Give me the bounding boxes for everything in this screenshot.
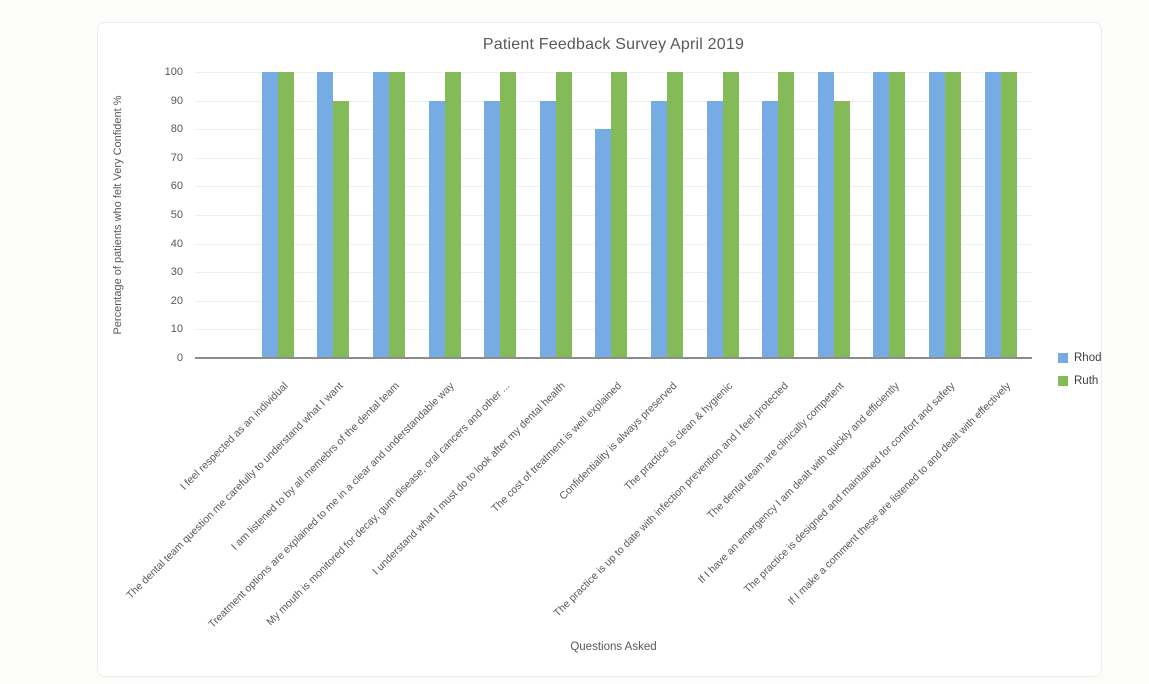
y-axis-title: Percentage of patients who felt Very Con…	[112, 95, 124, 335]
y-tick-label: 20	[170, 295, 183, 307]
bar-rhod-6	[595, 129, 611, 358]
bar-rhod-9	[762, 101, 778, 358]
bar-ruth-2	[389, 72, 405, 358]
bar-rhod-5	[540, 101, 556, 358]
legend-item-rhod: Rhod	[1058, 352, 1102, 364]
bar-rhod-2	[373, 72, 389, 358]
chart-title: Patient Feedback Survey April 2019	[482, 36, 745, 53]
bar-ruth-6	[611, 72, 627, 358]
legend-swatch-icon	[1058, 376, 1068, 386]
bar-rhod-3	[429, 101, 445, 358]
bar-rhod-10	[818, 72, 834, 358]
bar-rhod-0	[262, 72, 278, 358]
legend-label: Rhod	[1074, 352, 1102, 364]
bar-ruth-4	[500, 72, 516, 358]
bar-ruth-12	[945, 72, 961, 358]
bar-ruth-0	[278, 72, 294, 358]
bar-ruth-1	[333, 101, 349, 358]
y-tick-label: 30	[170, 266, 183, 278]
bar-ruth-7	[667, 72, 683, 358]
y-tick-label: 50	[170, 209, 183, 221]
y-tick-label: 90	[170, 95, 183, 107]
bar-rhod-7	[651, 101, 667, 358]
y-tick-label: 80	[170, 123, 183, 135]
y-tick-label: 100	[164, 66, 183, 78]
x-axis-line	[195, 357, 1032, 359]
y-tick-label: 10	[170, 323, 183, 335]
bar-ruth-8	[723, 72, 739, 358]
bar-rhod-12	[929, 72, 945, 358]
bar-ruth-9	[778, 72, 794, 358]
bar-rhod-8	[707, 101, 723, 358]
legend-swatch-icon	[1058, 353, 1068, 363]
bar-ruth-13	[1001, 72, 1017, 358]
bar-ruth-10	[834, 101, 850, 358]
bar-ruth-5	[556, 72, 572, 358]
legend-label: Ruth	[1074, 375, 1099, 387]
bar-rhod-1	[317, 72, 333, 358]
x-axis-title: Questions Asked	[570, 641, 657, 653]
bar-rhod-4	[484, 101, 500, 358]
bar-ruth-3	[445, 72, 461, 358]
legend-item-ruth: Ruth	[1058, 375, 1102, 387]
bar-ruth-11	[889, 72, 905, 358]
y-tick-label: 0	[176, 352, 183, 364]
bar-rhod-11	[873, 72, 889, 358]
y-tick-label: 60	[170, 180, 183, 192]
y-tick-label: 70	[170, 152, 183, 164]
legend: Rhod Ruth	[1058, 352, 1102, 398]
bar-rhod-13	[985, 72, 1001, 358]
y-tick-label: 40	[170, 238, 183, 250]
